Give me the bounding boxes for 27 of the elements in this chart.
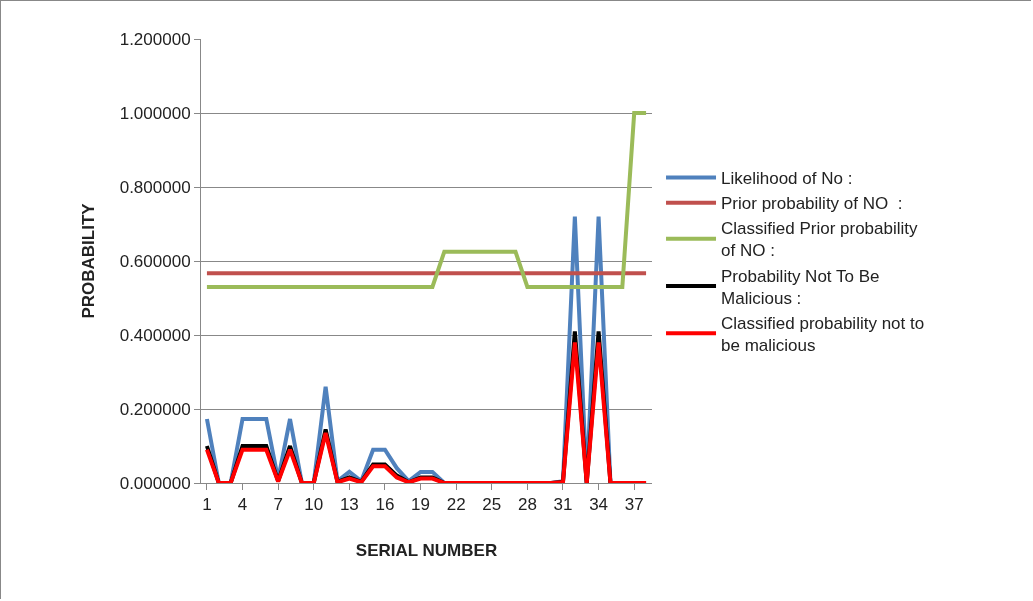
x-tick-label: 13 — [339, 495, 359, 515]
x-tick-label: 10 — [304, 495, 324, 515]
y-tick-label: 1.200000 — [119, 29, 191, 49]
x-tick-label: 34 — [589, 495, 609, 515]
x-tick-label: 37 — [624, 495, 644, 515]
legend-label: Probability Not To Be Malicious : — [721, 266, 880, 308]
legend-label: Classified probability not to be malicious — [721, 313, 925, 355]
x-tick-label: 22 — [446, 495, 466, 515]
x-tick-label: 1 — [202, 495, 212, 515]
y-tick-label: 0.000000 — [119, 473, 191, 493]
x-tick-label: 25 — [482, 495, 502, 515]
y-tick-label: 0.800000 — [119, 177, 191, 197]
x-tick-label: 19 — [411, 495, 431, 515]
x-tick-label: 31 — [553, 495, 573, 515]
legend-label: Likelihood of No : — [721, 169, 853, 189]
x-axis-title: SERIAL NUMBER — [355, 540, 498, 560]
y-tick-label: 0.600000 — [119, 251, 191, 271]
x-tick-label: 28 — [517, 495, 537, 515]
legend-label: Prior probability of NO : — [721, 194, 903, 214]
x-tick-label: 7 — [273, 495, 283, 515]
y-axis-title: PROBABILITY — [79, 202, 99, 319]
x-tick-label: 16 — [375, 495, 395, 515]
x-tick-label: 4 — [237, 495, 248, 515]
y-tick-label: 0.400000 — [119, 325, 191, 345]
y-tick-label: 1.000000 — [119, 103, 191, 123]
legend-label: Classified Prior probability of NO : — [721, 219, 919, 261]
y-tick-label: 0.200000 — [119, 399, 191, 419]
